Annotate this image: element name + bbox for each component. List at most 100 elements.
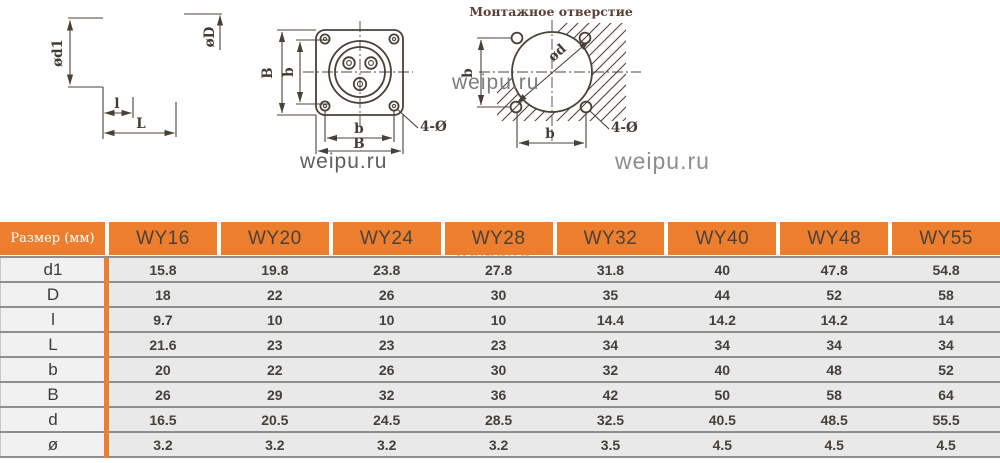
mounting-hole-drawing: Монтажное отверстие ød b bbox=[460, 4, 641, 148]
dim-label-B-left: B bbox=[260, 67, 276, 78]
table-cell: 4.5 bbox=[824, 436, 844, 453]
table-cell: 14 bbox=[938, 311, 954, 328]
table-row-diameter: ø 3.2 3.2 3.2 3.2 3.5 4.5 4.5 4.5 bbox=[0, 433, 1000, 458]
table-row-D: D 18 22 26 30 35 44 52 58 bbox=[0, 283, 1000, 308]
flange-screw-holes bbox=[319, 33, 400, 112]
row-label: d1 bbox=[0, 258, 105, 281]
table-row-d1: d1 15.8 19.8 23.8 27.8 31.8 40 47.8 54.8 bbox=[0, 258, 1000, 283]
dim-label-b-hole-bottom: b bbox=[545, 126, 554, 142]
table-cell: 47.8 bbox=[820, 261, 848, 278]
row-label: l bbox=[0, 308, 105, 331]
contact-pins bbox=[342, 56, 378, 92]
dim-label-b-hole-left: b bbox=[460, 68, 476, 77]
table-cell: 52 bbox=[826, 286, 842, 303]
table-cell: 36 bbox=[490, 386, 507, 403]
table-cell: 34 bbox=[602, 336, 619, 353]
table-cell: 15.8 bbox=[149, 261, 177, 278]
table-cell: 52 bbox=[938, 361, 954, 378]
flange-outline bbox=[315, 29, 404, 116]
row-label: ø bbox=[0, 433, 105, 456]
table-header-wy32: WY32 bbox=[556, 222, 665, 255]
table-cell: 55.5 bbox=[932, 411, 960, 428]
table-cell: 64 bbox=[938, 386, 954, 403]
table-cell: 54.8 bbox=[932, 261, 960, 278]
row-label: B bbox=[0, 383, 105, 406]
table-cell: 23.8 bbox=[373, 261, 401, 278]
table-cell: 20.5 bbox=[261, 411, 289, 428]
table-cell: 34 bbox=[938, 336, 954, 353]
table-cell: 22 bbox=[267, 286, 283, 303]
table-cell: 3.2 bbox=[153, 436, 173, 453]
dim-label-holes-2: 4-Ø bbox=[611, 120, 638, 136]
table-cell: 9.7 bbox=[153, 311, 173, 328]
row-label: D bbox=[0, 283, 105, 306]
table-cell: 24.5 bbox=[373, 411, 401, 428]
dim-label-d1: ød1 bbox=[50, 39, 66, 67]
table-cell: 3.2 bbox=[376, 436, 397, 453]
table-cell: 58 bbox=[938, 286, 954, 303]
table-cell: 3.5 bbox=[600, 436, 621, 453]
dim-label-holes: 4-Ø bbox=[420, 119, 447, 135]
side-view-drawing: ød1 l L øD bbox=[50, 13, 224, 139]
table-cell: 40.5 bbox=[708, 411, 736, 428]
table-cell: 14.4 bbox=[596, 311, 625, 328]
table-cell: 4.5 bbox=[936, 436, 956, 453]
table-row-b: b 20 22 26 30 32 40 48 52 bbox=[0, 358, 1000, 383]
table-cell: 23 bbox=[490, 336, 507, 353]
table-header-wy24: WY24 bbox=[332, 222, 441, 255]
table-cell: 14.2 bbox=[820, 311, 848, 328]
table-header-wy28: WY28 bbox=[444, 222, 553, 255]
row-label: b bbox=[0, 358, 105, 381]
hatch-pattern bbox=[497, 23, 626, 121]
dim-label-b-left: b bbox=[281, 67, 297, 76]
table-cell: 26 bbox=[378, 361, 395, 378]
dimensions-table: Размер (мм) WY16 WY20 WY24 WY28 WY32 WY4… bbox=[0, 222, 1000, 458]
table-header-wy40: WY40 bbox=[668, 222, 777, 255]
table-cell: 32.5 bbox=[596, 411, 625, 428]
table-cell: 10 bbox=[267, 311, 283, 328]
table-cell: 58 bbox=[826, 386, 842, 403]
table-row-l: l 9.7 10 10 10 14.4 14.2 14.2 14 bbox=[0, 308, 1000, 333]
table-cell: 30 bbox=[490, 361, 507, 378]
row-label: d bbox=[0, 408, 105, 431]
table-cell: 18 bbox=[155, 286, 171, 303]
dim-label-D: øD bbox=[202, 26, 218, 47]
table-cell: 3.2 bbox=[265, 436, 285, 453]
table-cell: 30 bbox=[490, 286, 507, 303]
technical-drawings: ød1 l L øD bbox=[50, 4, 641, 155]
table-cell: 28.5 bbox=[484, 411, 513, 428]
table-cell: 32 bbox=[602, 361, 619, 378]
table-cell: 40 bbox=[714, 261, 731, 278]
table-cell: 35 bbox=[602, 286, 619, 303]
table-cell: 48.5 bbox=[820, 411, 848, 428]
table-accent-stripe bbox=[104, 258, 109, 458]
table-cell: 21.6 bbox=[149, 336, 177, 353]
table-header-wy16: WY16 bbox=[109, 222, 217, 255]
table-cell: 32 bbox=[378, 386, 395, 403]
table-cell: 27.8 bbox=[484, 261, 513, 278]
table-cell: 50 bbox=[714, 386, 731, 403]
table-cell: 23 bbox=[267, 336, 283, 353]
table-cell: 31.8 bbox=[596, 261, 625, 278]
table-cell: 26 bbox=[378, 286, 395, 303]
mounting-hole-title: Монтажное отверстие bbox=[469, 4, 633, 19]
table-body: d1 15.8 19.8 23.8 27.8 31.8 40 47.8 54.8… bbox=[0, 256, 1000, 458]
table-cell: 10 bbox=[378, 311, 395, 328]
table-header-wy55: WY55 bbox=[892, 222, 1000, 255]
table-cell: 16.5 bbox=[149, 411, 177, 428]
dim-label-L: L bbox=[136, 116, 146, 132]
table-cell: 14.2 bbox=[708, 311, 736, 328]
dim-label-b-bottom: b bbox=[354, 121, 363, 137]
table-row-d: d 16.5 20.5 24.5 28.5 32.5 40.5 48.5 55.… bbox=[0, 408, 1000, 433]
table-cell: 42 bbox=[602, 386, 619, 403]
table-cell: 10 bbox=[490, 311, 507, 328]
dim-label-B-bottom: B bbox=[353, 136, 364, 152]
front-view-drawing: B b b B 4-Ø bbox=[260, 21, 447, 155]
table-cell: 20 bbox=[155, 361, 171, 378]
table-cell: 26 bbox=[155, 386, 171, 403]
table-row-B: B 26 29 32 36 42 50 58 64 bbox=[0, 383, 1000, 408]
table-cell: 34 bbox=[714, 336, 731, 353]
table-header-wy20: WY20 bbox=[220, 222, 329, 255]
dim-label-l: l bbox=[114, 96, 119, 112]
